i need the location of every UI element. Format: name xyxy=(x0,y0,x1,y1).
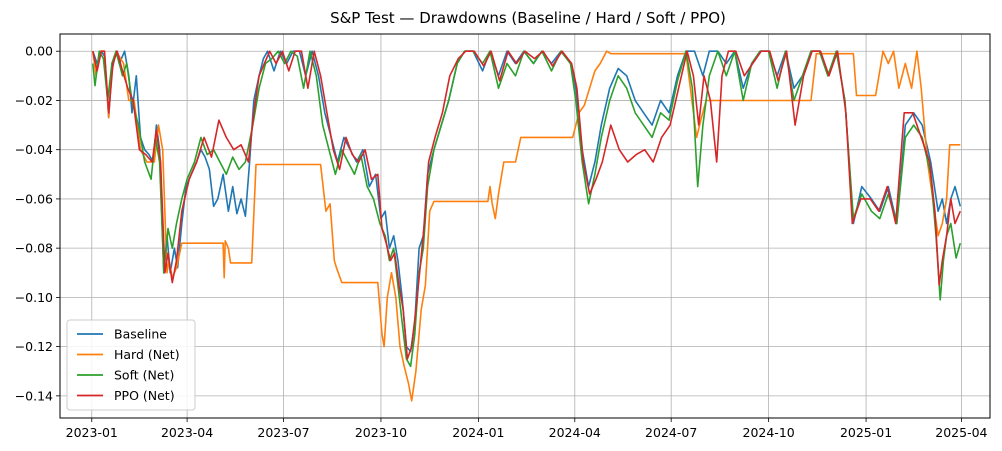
y-tick-label: 0.00 xyxy=(25,44,53,59)
x-tick-label: 2023-04 xyxy=(161,425,213,440)
plot-frame xyxy=(59,33,991,419)
y-tick-label: −0.12 xyxy=(15,339,53,354)
legend-box xyxy=(66,319,196,411)
y-tick-label: −0.08 xyxy=(15,241,53,256)
x-axis: 2023-01 2023-04 2023-07 2023-10 2024-01 2024-… xyxy=(66,418,988,440)
x-tick-label: 2024-10 xyxy=(743,425,795,440)
x-tick-label: 2024-07 xyxy=(645,425,697,440)
y-tick-label: −0.04 xyxy=(15,142,53,157)
y-tick-label: −0.10 xyxy=(15,290,53,305)
x-tick-label: 2025-01 xyxy=(840,425,892,440)
x-tick-label: 2025-04 xyxy=(935,425,987,440)
legend: Baseline Hard (Net) Soft (Net) PPO (Net) xyxy=(66,319,196,411)
legend-label: Soft (Net) xyxy=(114,368,174,383)
series-line-ppo-net xyxy=(92,50,962,360)
series-line-soft-net xyxy=(92,50,962,368)
y-axis: 0.00 −0.02 −0.04 −0.06 −0.08 −0.10 −0.12 −0.14 xyxy=(15,44,60,403)
x-tick-label: 2024-01 xyxy=(452,425,504,440)
x-tick-label: 2023-07 xyxy=(257,425,309,440)
y-tick-label: −0.06 xyxy=(15,191,53,206)
x-tick-label: 2024-04 xyxy=(549,425,601,440)
x-tick-label: 2023-01 xyxy=(66,425,118,440)
chart-title: S&P Test — Drawdowns (Baseline / Hard / … xyxy=(330,9,726,27)
y-tick-label: −0.02 xyxy=(15,93,53,108)
y-tick-label: −0.14 xyxy=(15,388,53,403)
series-lines xyxy=(92,50,962,402)
x-tick-label: 2023-10 xyxy=(355,425,407,440)
legend-label: Baseline xyxy=(114,327,167,342)
legend-label: Hard (Net) xyxy=(114,347,180,362)
legend-label: PPO (Net) xyxy=(114,388,175,403)
